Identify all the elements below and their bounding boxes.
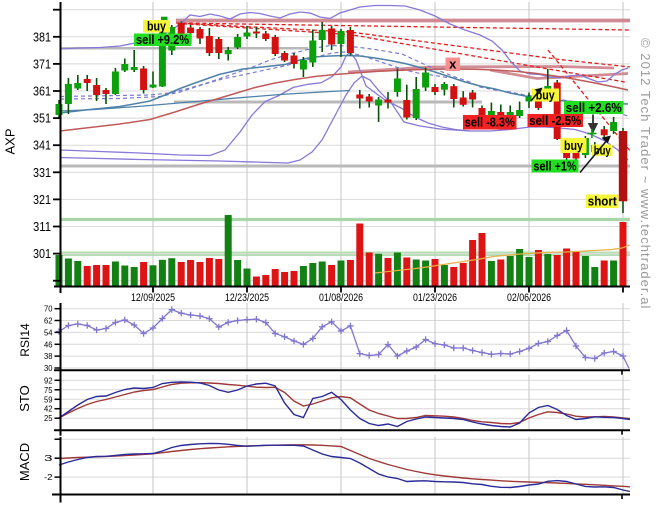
svg-text:x: x (449, 57, 457, 72)
svg-text:341: 341 (33, 139, 51, 153)
svg-text:75: 75 (44, 386, 53, 395)
svg-text:buy: buy (564, 138, 584, 153)
svg-text:38: 38 (44, 352, 53, 361)
svg-text:-2: -2 (44, 473, 53, 482)
svg-text:STO: STO (17, 385, 32, 412)
svg-text:30: 30 (44, 364, 53, 373)
svg-text:sell -8.3%: sell -8.3% (465, 115, 515, 130)
svg-text:RSI14: RSI14 (18, 323, 32, 357)
svg-text:© 2012 Tech Trader ~ www.techt: © 2012 Tech Trader ~ www.techtrader.al (638, 38, 653, 309)
svg-text:12/09/2025: 12/09/2025 (131, 292, 175, 304)
svg-text:42: 42 (44, 405, 53, 414)
svg-text:short: short (588, 194, 618, 209)
svg-text:sell +1%: sell +1% (534, 158, 577, 173)
svg-text:361: 361 (33, 85, 51, 99)
svg-text:sell +2.6%: sell +2.6% (566, 100, 622, 115)
svg-text:351: 351 (33, 112, 51, 126)
svg-text:AXP: AXP (3, 128, 18, 154)
svg-text:3: 3 (44, 454, 54, 463)
svg-text:62: 62 (44, 317, 53, 326)
svg-text:311: 311 (33, 220, 51, 234)
svg-text:25: 25 (44, 414, 53, 423)
svg-text:371: 371 (33, 57, 51, 71)
svg-text:301: 301 (33, 247, 51, 261)
svg-text:70: 70 (44, 305, 53, 314)
svg-text:12/23/2025: 12/23/2025 (225, 292, 269, 304)
svg-text:331: 331 (33, 166, 51, 180)
svg-text:02/06/2026: 02/06/2026 (507, 292, 551, 304)
svg-text:sell -2.5%: sell -2.5% (529, 113, 581, 128)
svg-text:59: 59 (44, 395, 53, 404)
svg-text:321: 321 (33, 193, 51, 207)
svg-text:MACD: MACD (17, 443, 32, 481)
svg-text:46: 46 (44, 340, 53, 349)
svg-text:01/08/2026: 01/08/2026 (319, 292, 363, 304)
svg-text:buy: buy (594, 143, 611, 157)
svg-text:381: 381 (33, 30, 51, 44)
svg-text:54: 54 (44, 328, 53, 337)
svg-text:sell +9.2%: sell +9.2% (136, 32, 189, 47)
svg-text:92: 92 (44, 376, 53, 385)
svg-text:01/23/2026: 01/23/2026 (413, 292, 457, 304)
svg-text:buy: buy (147, 19, 167, 34)
